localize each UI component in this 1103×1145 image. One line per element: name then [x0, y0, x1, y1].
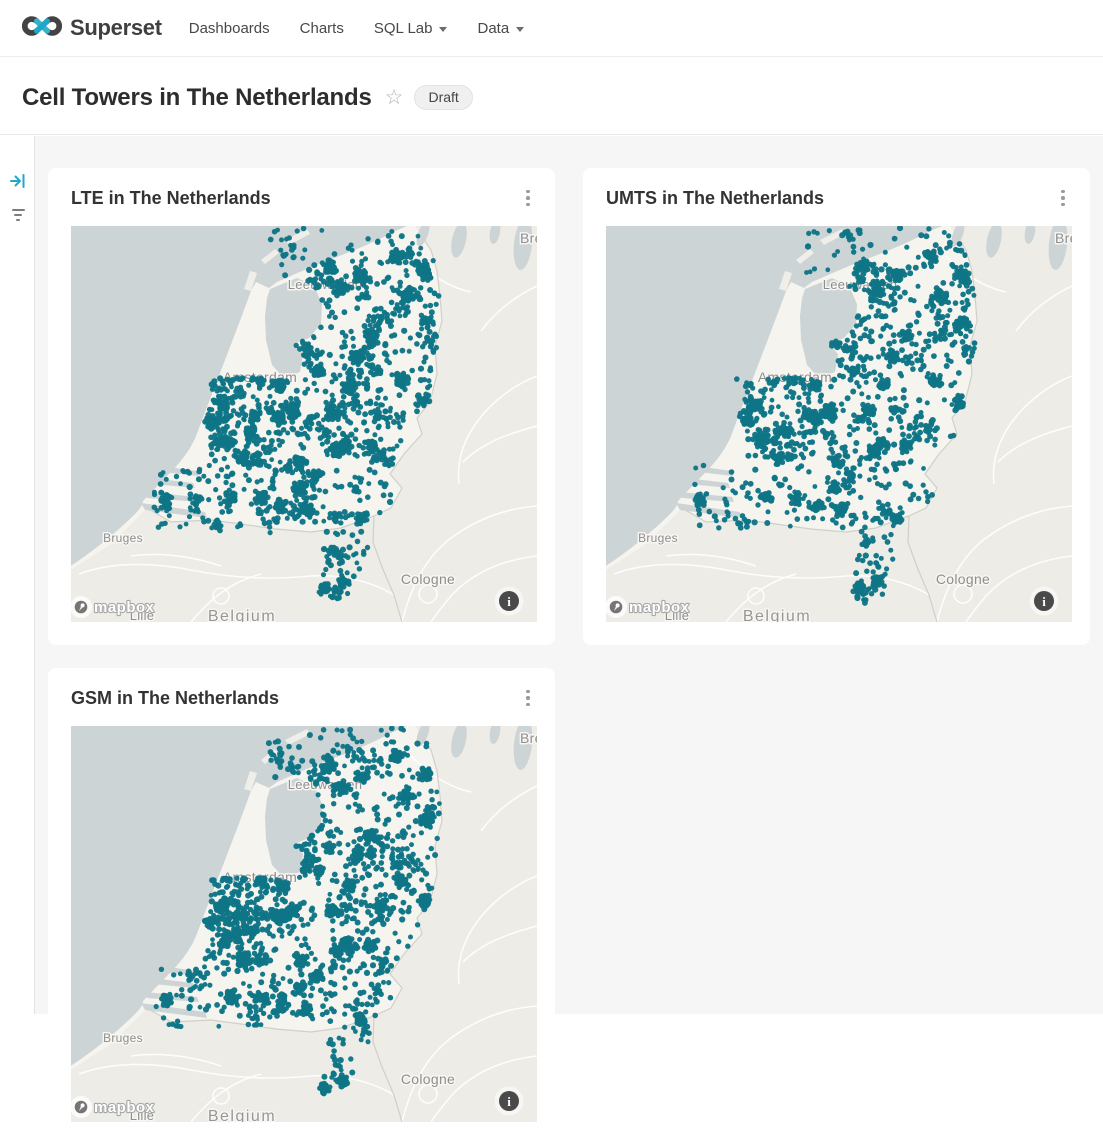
svg-text:Belgium: Belgium	[208, 608, 276, 622]
nav-item-charts[interactable]: Charts	[299, 19, 344, 37]
svg-text:Bruges: Bruges	[103, 531, 143, 545]
lte-map[interactable]: LeeuwardenAmsterdamBremenCologneBrugesLi…	[71, 226, 537, 622]
chart-title: UMTS in The Netherlands	[606, 188, 825, 208]
brand-name: Superset	[70, 15, 162, 40]
umts-map[interactable]: LeeuwardenAmsterdamBremenCologneBrugesLi…	[606, 226, 1072, 622]
mapbox-logo: mapbox	[71, 1096, 155, 1118]
chevron-down-icon	[516, 26, 525, 32]
svg-text:Lille: Lille	[130, 608, 155, 622]
filter-sidebar	[0, 136, 35, 1014]
svg-text:Lille: Lille	[665, 608, 690, 622]
nav-menu: Dashboards Charts SQL Lab Data	[174, 0, 539, 56]
attribution-info-icon: i	[494, 1086, 524, 1116]
dashboard-grid: LTE in The Netherlands LeeuwardenAmsterd…	[0, 136, 1103, 1145]
svg-text:Cologne: Cologne	[401, 1071, 455, 1087]
svg-text:mapbox: mapbox	[94, 599, 155, 616]
attribution-info-icon: i	[1029, 586, 1059, 616]
svg-text:Bruges: Bruges	[103, 1031, 143, 1045]
favorite-star-icon[interactable]: ☆	[384, 86, 404, 109]
chart-card-umts: UMTS in The Netherlands LeeuwardenAmster…	[583, 168, 1090, 645]
svg-text:mapbox: mapbox	[629, 599, 690, 616]
chart-title: LTE in The Netherlands	[71, 188, 271, 208]
status-badge: Draft	[414, 85, 473, 110]
svg-text:Belgium: Belgium	[743, 608, 811, 622]
gsm-map[interactable]: LeeuwardenAmsterdamBremenCologneBrugesLi…	[71, 726, 537, 1122]
page-title: Cell Towers in The Netherlands	[22, 83, 372, 111]
svg-text:Bruges: Bruges	[638, 531, 678, 545]
mapbox-logo: mapbox	[606, 596, 690, 618]
nav-item-sql-lab[interactable]: SQL Lab	[359, 0, 463, 56]
infinity-logo-icon	[21, 11, 63, 46]
mapbox-logo: mapbox	[71, 596, 155, 618]
chevron-down-icon	[439, 26, 448, 32]
svg-text:Belgium: Belgium	[208, 1108, 276, 1122]
chart-options-menu-icon[interactable]	[521, 188, 535, 208]
svg-text:Bremen: Bremen	[520, 730, 537, 746]
superset-logo[interactable]: Superset	[21, 11, 162, 46]
svg-text:Bremen: Bremen	[1055, 230, 1072, 246]
chart-title: GSM in The Netherlands	[71, 688, 280, 708]
attribution-info-icon: i	[494, 586, 524, 616]
svg-text:Bremen: Bremen	[520, 230, 537, 246]
svg-text:i: i	[1042, 594, 1046, 609]
svg-text:Cologne: Cologne	[936, 571, 990, 587]
svg-text:i: i	[507, 594, 511, 609]
nav-item-dashboards[interactable]: Dashboards	[188, 19, 270, 37]
chart-card-gsm: GSM in The Netherlands LeeuwardenAmsterd…	[48, 668, 555, 1145]
svg-text:Cologne: Cologne	[401, 571, 455, 587]
chart-options-menu-icon[interactable]	[1056, 188, 1070, 208]
top-navbar: Superset Dashboards Charts SQL Lab Data	[0, 0, 1103, 57]
filter-icon[interactable]	[8, 205, 28, 225]
chart-card-lte: LTE in The Netherlands LeeuwardenAmsterd…	[48, 168, 555, 645]
chart-options-menu-icon[interactable]	[521, 688, 535, 708]
expand-filter-bar-icon[interactable]	[8, 171, 28, 191]
dashboard-header: Cell Towers in The Netherlands ☆ Draft	[0, 57, 1103, 135]
nav-item-data[interactable]: Data	[462, 0, 539, 56]
